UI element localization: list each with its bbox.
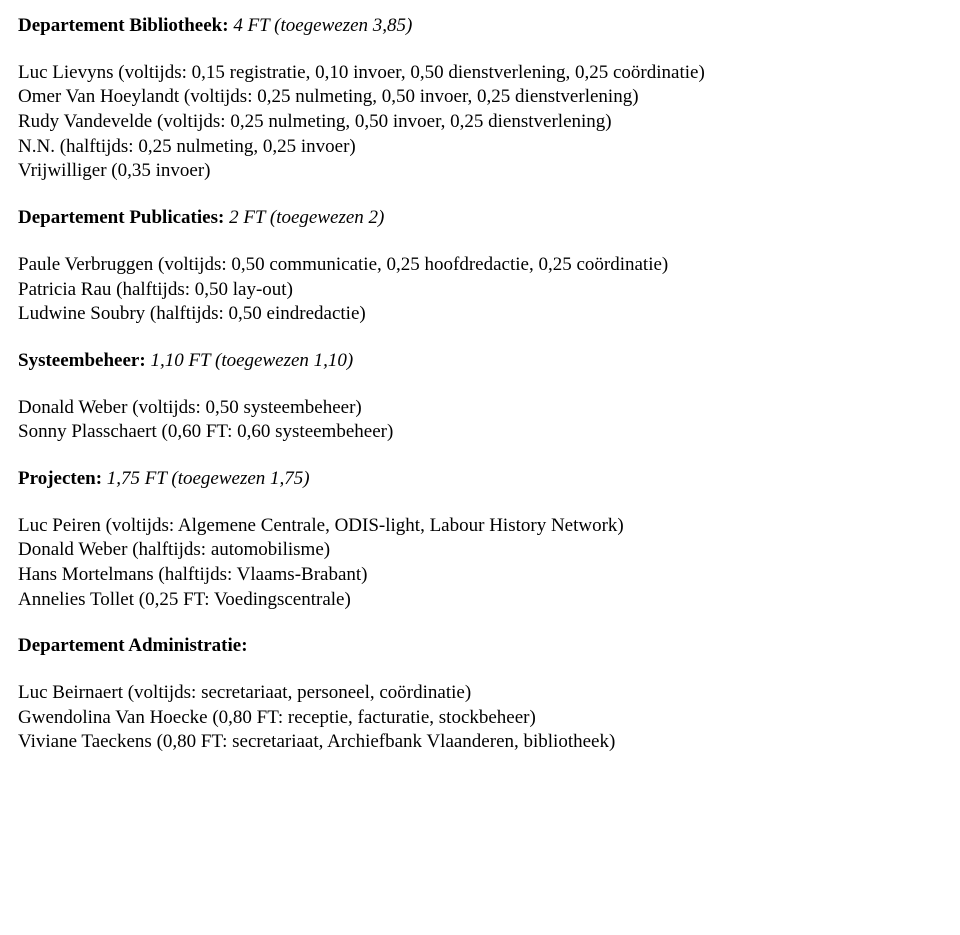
heading-bold: Departement Administratie: (18, 635, 248, 656)
section-heading: Systeembeheer: 1,10 FT (toegewezen 1,10) (18, 349, 942, 374)
body-line: Annelies Tollet (0,25 FT: Voedingscentra… (18, 588, 942, 613)
heading-bold: Projecten: (18, 468, 102, 489)
body-line: Paule Verbruggen (voltijds: 0,50 communi… (18, 253, 942, 278)
body-line: N.N. (halftijds: 0,25 nulmeting, 0,25 in… (18, 135, 942, 160)
section-heading: Projecten: 1,75 FT (toegewezen 1,75) (18, 467, 942, 492)
body-line: Omer Van Hoeylandt (voltijds: 0,25 nulme… (18, 85, 942, 110)
body-line: Vrijwilliger (0,35 invoer) (18, 159, 942, 184)
heading-bold: Departement Publicaties: (18, 207, 224, 228)
heading-italic: 1,75 FT (toegewezen 1,75) (102, 468, 310, 489)
heading-italic: 4 FT (toegewezen 3,85) (229, 15, 413, 36)
section-body: Luc Lievyns (voltijds: 0,15 registratie,… (18, 61, 942, 184)
body-line: Rudy Vandevelde (voltijds: 0,25 nulmetin… (18, 110, 942, 135)
heading-bold: Departement Bibliotheek: (18, 15, 229, 36)
body-line: Luc Lievyns (voltijds: 0,15 registratie,… (18, 61, 942, 86)
body-line: Luc Peiren (voltijds: Algemene Centrale,… (18, 514, 942, 539)
body-line: Sonny Plasschaert (0,60 FT: 0,60 systeem… (18, 420, 942, 445)
section-body: Luc Peiren (voltijds: Algemene Centrale,… (18, 514, 942, 613)
section-body: Luc Beirnaert (voltijds: secretariaat, p… (18, 681, 942, 755)
body-line: Luc Beirnaert (voltijds: secretariaat, p… (18, 681, 942, 706)
body-line: Ludwine Soubry (halftijds: 0,50 eindreda… (18, 302, 942, 327)
document-body: Departement Bibliotheek: 4 FT (toegeweze… (18, 14, 942, 755)
heading-bold: Systeembeheer: (18, 350, 146, 371)
body-line: Donald Weber (halftijds: automobilisme) (18, 538, 942, 563)
section-heading: Departement Bibliotheek: 4 FT (toegeweze… (18, 14, 942, 39)
body-line: Patricia Rau (halftijds: 0,50 lay-out) (18, 278, 942, 303)
heading-italic: 2 FT (toegewezen 2) (224, 207, 384, 228)
section-heading: Departement Administratie: (18, 634, 942, 659)
section-heading: Departement Publicaties: 2 FT (toegeweze… (18, 206, 942, 231)
body-line: Hans Mortelmans (halftijds: Vlaams-Braba… (18, 563, 942, 588)
section-body: Donald Weber (voltijds: 0,50 systeembehe… (18, 396, 942, 445)
body-line: Donald Weber (voltijds: 0,50 systeembehe… (18, 396, 942, 421)
section-body: Paule Verbruggen (voltijds: 0,50 communi… (18, 253, 942, 327)
body-line: Viviane Taeckens (0,80 FT: secretariaat,… (18, 730, 942, 755)
heading-italic: 1,10 FT (toegewezen 1,10) (146, 350, 354, 371)
body-line: Gwendolina Van Hoecke (0,80 FT: receptie… (18, 706, 942, 731)
